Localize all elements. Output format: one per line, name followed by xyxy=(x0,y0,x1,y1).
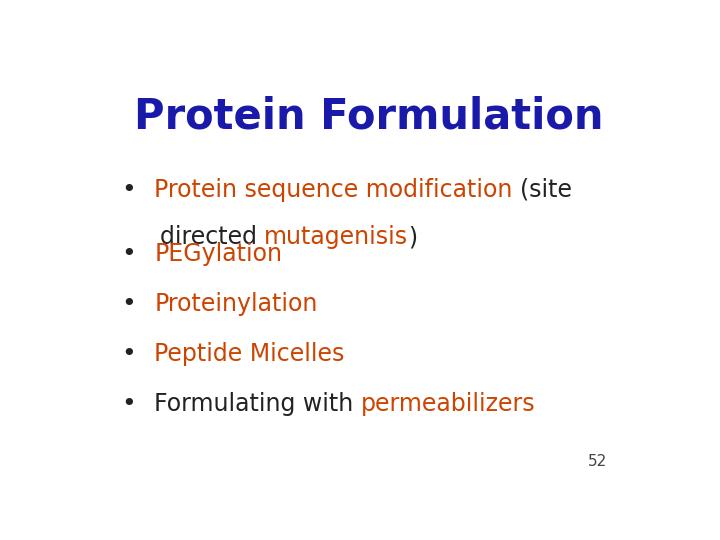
Text: •: • xyxy=(122,292,136,316)
Text: •: • xyxy=(122,342,136,366)
Text: mutagenisis: mutagenisis xyxy=(264,225,408,249)
Text: PEGylation: PEGylation xyxy=(154,242,282,266)
Text: Protein Formulation: Protein Formulation xyxy=(134,96,604,138)
Text: Protein sequence modification: Protein sequence modification xyxy=(154,178,520,201)
Text: •: • xyxy=(122,392,136,416)
Text: Proteinylation: Proteinylation xyxy=(154,292,318,316)
Text: permeabilizers: permeabilizers xyxy=(361,392,536,416)
Text: •: • xyxy=(122,242,136,266)
Text: (site: (site xyxy=(520,178,572,201)
Text: 52: 52 xyxy=(588,454,608,469)
Text: directed: directed xyxy=(160,225,264,249)
Text: Formulating with: Formulating with xyxy=(154,392,361,416)
Text: •: • xyxy=(122,178,136,201)
Text: Peptide Micelles: Peptide Micelles xyxy=(154,342,345,366)
Text: ): ) xyxy=(408,225,418,249)
